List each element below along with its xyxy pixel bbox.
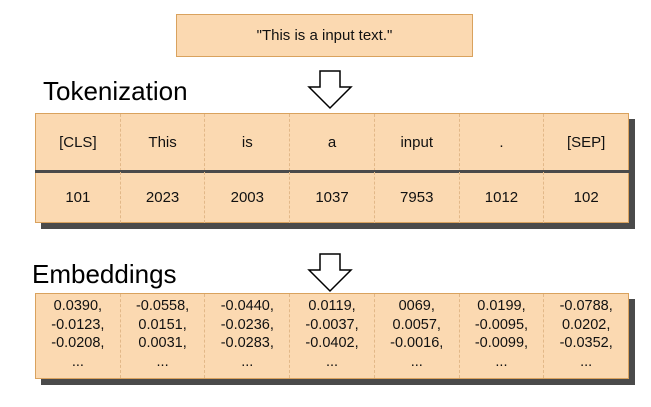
embedding-cell: 0069, 0.0057, -0.0016, ...: [375, 294, 460, 378]
embedding-cell: -0.0788, 0.0202, -0.0352, ...: [544, 294, 628, 378]
embedding-cell: 0.0390, -0.0123, -0.0208, ...: [36, 294, 121, 378]
embedding-value: -0.0236,: [220, 316, 274, 333]
embedding-ellipsis: ...: [410, 353, 423, 370]
embedding-value: 0.0199,: [477, 298, 526, 314]
embedding-value: 0.0057,: [392, 316, 441, 333]
token-id-cell: 2003: [205, 172, 291, 223]
input-text: "This is a input text.": [256, 27, 393, 44]
token-cell: is: [205, 114, 291, 171]
embedding-ellipsis: ...: [580, 353, 593, 370]
tokenization-label: Tokenization: [43, 76, 188, 106]
embedding-ellipsis: ...: [71, 353, 84, 370]
token-id-row: 101 2023 2003 1037 7953 1012 102: [36, 172, 628, 223]
embedding-value: 0.0119,: [308, 298, 356, 314]
embedding-ellipsis: ...: [156, 353, 169, 370]
embedding-cell: -0.0440, -0.0236, -0.0283, ...: [205, 294, 291, 378]
embedding-cell: 0.0199, -0.0095, -0.0099, ...: [460, 294, 545, 378]
embedding-value: 0.0151,: [138, 316, 187, 333]
embedding-cell: 0.0119, -0.0037, -0.0402, ...: [290, 294, 375, 378]
embedding-value: -0.0558,: [135, 298, 190, 314]
embedding-row: 0.0390, -0.0123, -0.0208, ... -0.0558, 0…: [36, 294, 628, 378]
embedding-value: -0.0095,: [474, 316, 529, 333]
embedding-cell: -0.0558, 0.0151, 0.0031, ...: [121, 294, 206, 378]
embedding-value: 0.0202,: [561, 316, 611, 333]
embedding-value: -0.0402,: [305, 335, 359, 351]
embedding-value: -0.0440,: [220, 298, 274, 314]
embedding-value: -0.0099,: [474, 335, 529, 351]
down-arrow-icon: [307, 70, 353, 110]
token-cell: .: [460, 114, 545, 171]
embedding-value: 0069,: [398, 298, 435, 314]
token-cell: [SEP]: [566, 134, 606, 151]
embedding-ellipsis: ...: [325, 353, 339, 370]
embedding-value: -0.0788,: [559, 298, 613, 314]
down-arrow-icon: [307, 253, 353, 293]
token-id-cell: 1012: [460, 172, 545, 223]
embedding-value: -0.0208,: [51, 335, 105, 351]
embedding-value: -0.0283,: [220, 335, 274, 351]
token-cell: This: [121, 114, 206, 171]
embedding-ellipsis: ...: [241, 353, 254, 370]
input-text-box: "This is a input text.": [176, 14, 473, 57]
embedding-value: -0.0123,: [51, 316, 105, 333]
token-id-cell: 7953: [375, 172, 460, 223]
token-table: [CLS] This is a input . [SEP] 101 2023 2…: [35, 113, 634, 223]
token-cell: input: [375, 114, 460, 171]
token-cell: a: [290, 114, 375, 171]
token-id-cell: 102: [573, 189, 599, 206]
token-id-cell: 101: [36, 172, 121, 223]
embedding-value: -0.0037,: [305, 316, 359, 333]
embedding-table: 0.0390, -0.0123, -0.0208, ... -0.0558, 0…: [35, 293, 629, 379]
embedding-value: 0.0390,: [53, 298, 103, 314]
token-id-cell: 1037: [290, 172, 375, 223]
embedding-value: -0.0016,: [390, 335, 444, 351]
token-id-cell: 2023: [121, 172, 206, 223]
embedding-value: -0.0352,: [559, 335, 613, 351]
token-row: [CLS] This is a input . [SEP]: [36, 114, 628, 171]
row-divider: [35, 170, 634, 173]
embedding-ellipsis: ...: [495, 353, 508, 370]
embeddings-label: Embeddings: [32, 259, 177, 289]
token-cell: [CLS]: [36, 114, 121, 171]
embedding-value: 0.0031,: [138, 335, 187, 351]
